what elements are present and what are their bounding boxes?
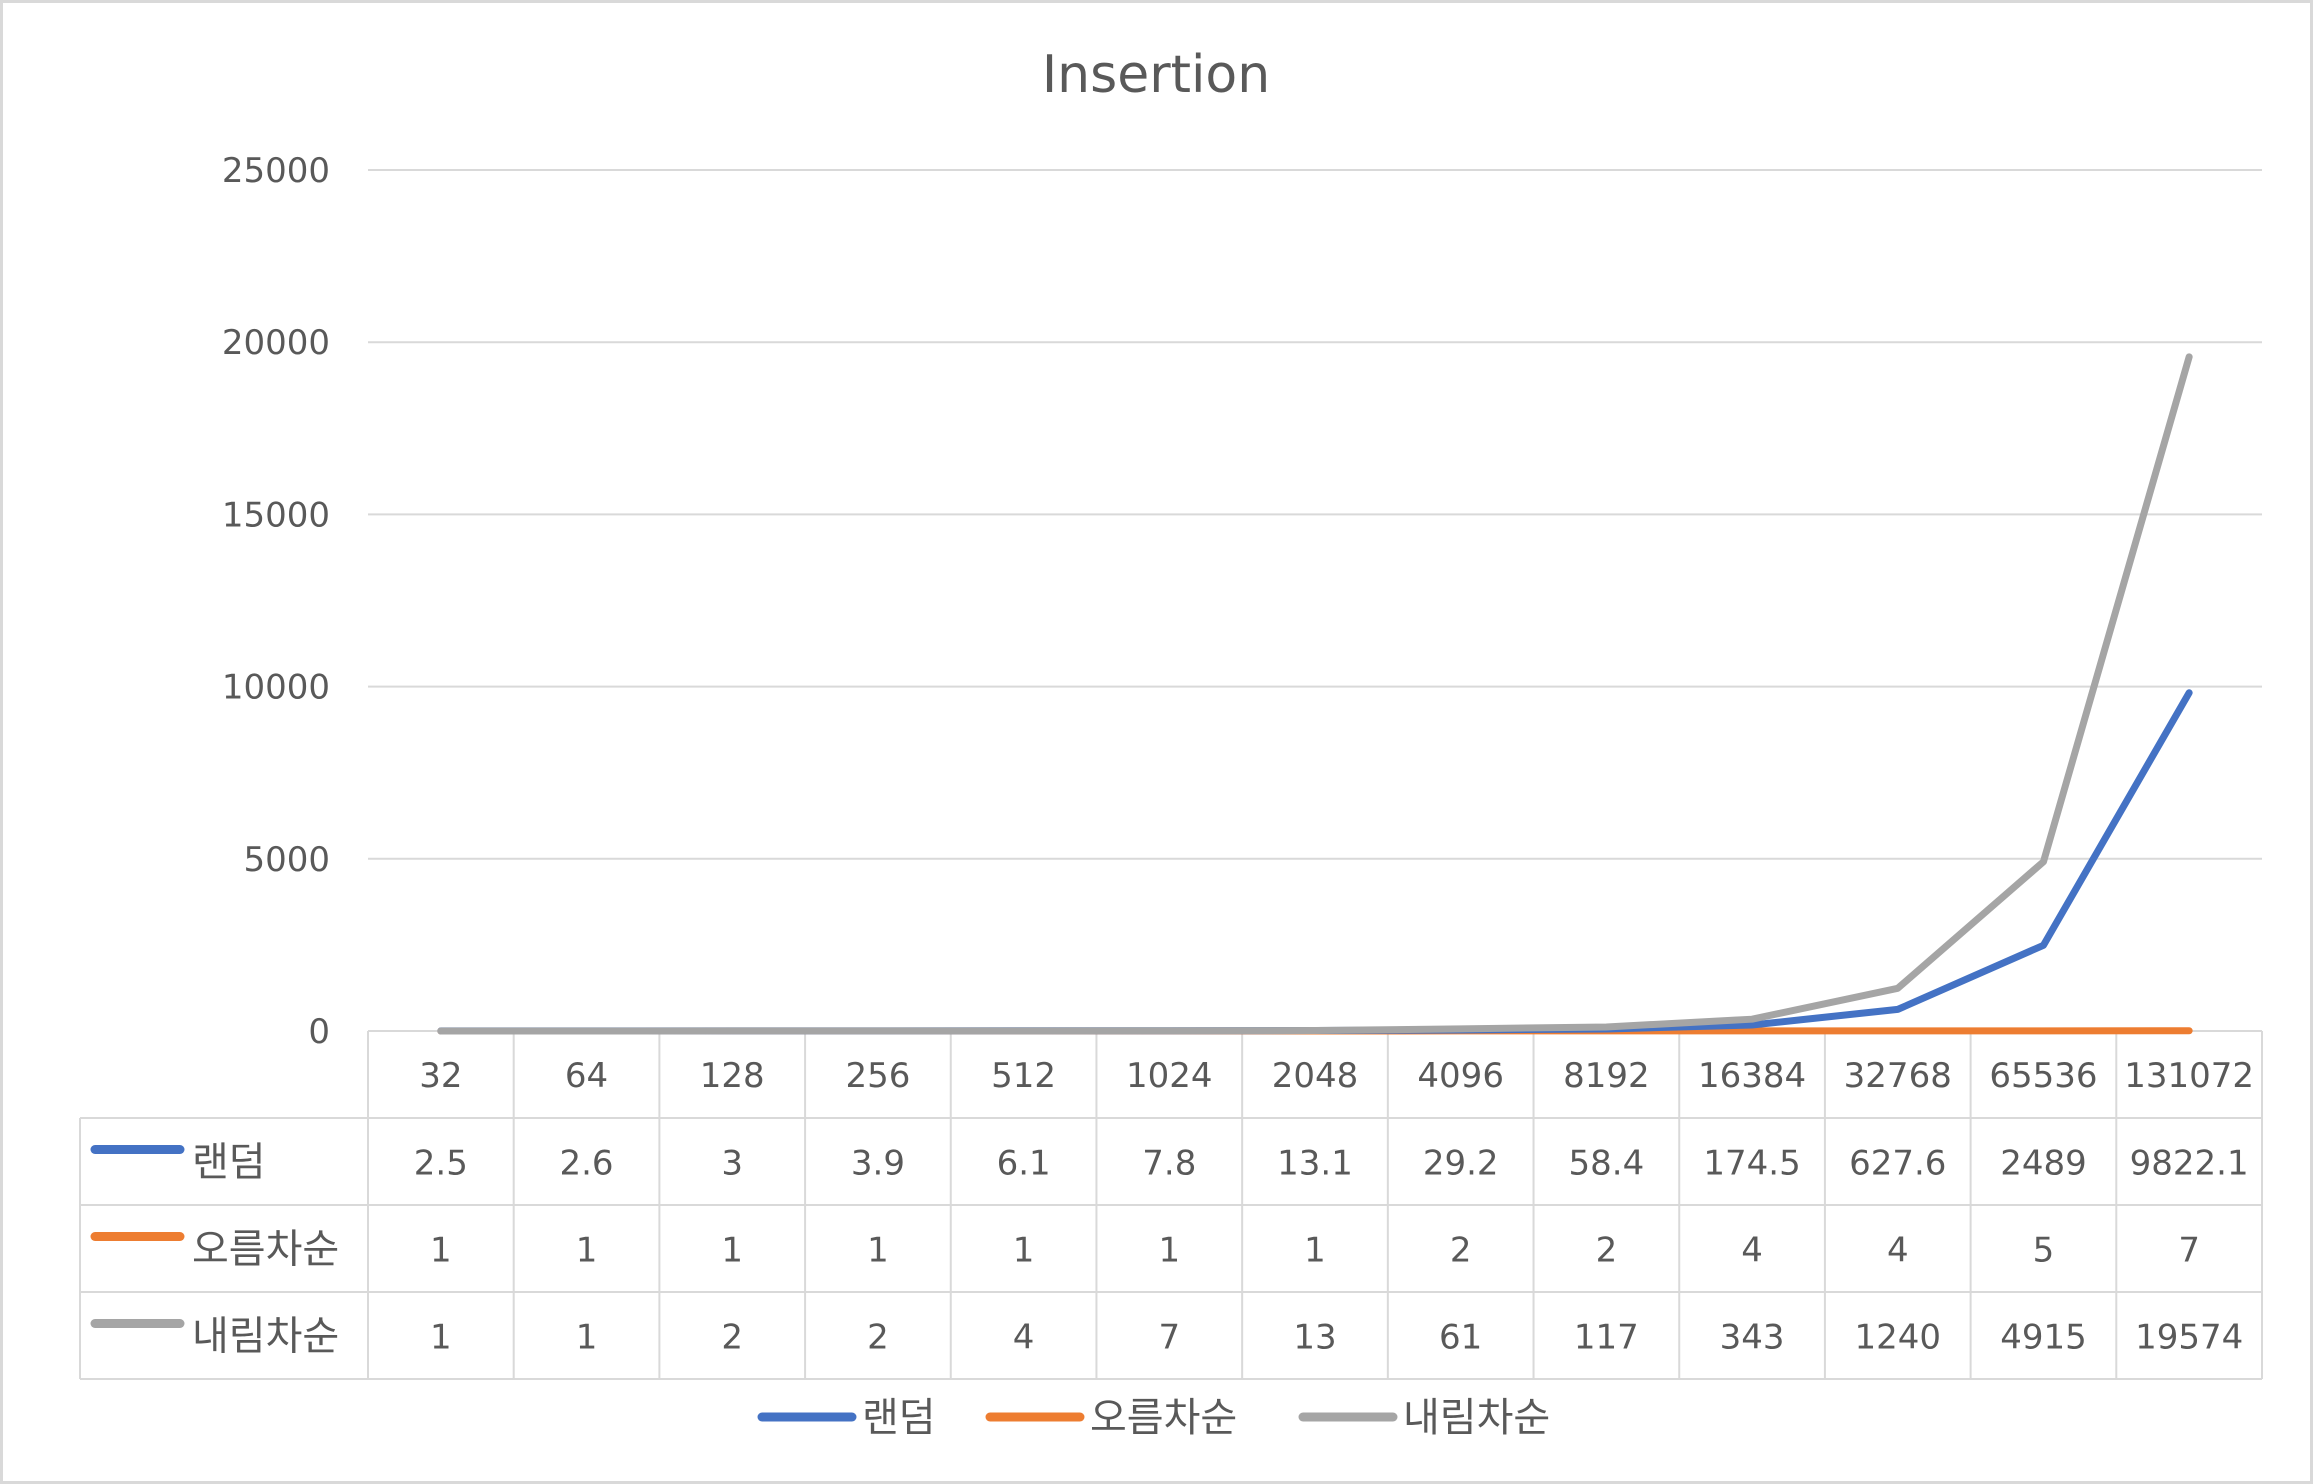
legend: 랜덤 오름차순 내림차순 xyxy=(757,1395,1550,1441)
y-tick-label: 15000 xyxy=(222,495,330,535)
chart-title: Insertion xyxy=(1042,45,1270,105)
series-2-table-value: 1 xyxy=(1304,1231,1326,1271)
series-2-table-value: 1 xyxy=(721,1231,743,1271)
series-3-table-value: 1 xyxy=(576,1318,598,1358)
y-tick-label: 10000 xyxy=(222,668,330,708)
series-1-legend-label: 랜덤 xyxy=(862,1395,936,1441)
data-table: 32 64 128 256 512 1024 2048 4096 8192 16384 32768 6… xyxy=(79,1030,2263,1380)
x-tick-label: 256 xyxy=(845,1056,910,1096)
series-3-table-value: 2 xyxy=(867,1318,889,1358)
series-3-table-value: 1 xyxy=(430,1318,452,1358)
series-1-table-value: 13.1 xyxy=(1277,1144,1353,1184)
series-2-table-value: 4 xyxy=(1887,1231,1909,1271)
y-tick-label: 25000 xyxy=(222,151,330,191)
series-1-table-value: 7.8 xyxy=(1142,1144,1196,1184)
series-2-row-label: 오름차순 xyxy=(192,1227,339,1273)
series-3-row-label: 내림차순 xyxy=(192,1314,339,1360)
series-1-table-value: 58.4 xyxy=(1569,1144,1645,1184)
series-1-table-value: 2489 xyxy=(2000,1144,2087,1184)
series-3-table-value: 4915 xyxy=(2000,1318,2087,1358)
series-1-table-value: 2.5 xyxy=(414,1144,468,1184)
x-tick-label: 512 xyxy=(991,1056,1056,1096)
series-3-table-value: 343 xyxy=(1720,1318,1785,1358)
series-lines xyxy=(437,353,2193,1035)
series-2-table-value: 1 xyxy=(867,1231,889,1271)
series-3-table-value: 4 xyxy=(1013,1318,1035,1358)
series-3-table-value: 7 xyxy=(1158,1318,1180,1358)
x-tick-label: 1024 xyxy=(1126,1056,1213,1096)
series-1-table-value: 29.2 xyxy=(1423,1144,1499,1184)
y-tick-label: 5000 xyxy=(243,840,330,880)
x-tick-label: 2048 xyxy=(1272,1056,1359,1096)
series-2-legend-label: 오름차순 xyxy=(1090,1395,1237,1441)
x-tick-label: 32 xyxy=(419,1056,462,1096)
x-tick-label: 64 xyxy=(565,1056,608,1096)
series-3-table-value: 2 xyxy=(721,1318,743,1358)
x-tick-label: 16384 xyxy=(1698,1056,1806,1096)
series-3-table-value: 1240 xyxy=(1855,1318,1942,1358)
series-1-row-label: 랜덤 xyxy=(192,1140,266,1186)
series-2-table-value: 1 xyxy=(1013,1231,1035,1271)
y-tick-label: 0 xyxy=(308,1012,330,1052)
series-3-table-value: 61 xyxy=(1439,1318,1482,1358)
x-tick-label: 8192 xyxy=(1563,1056,1650,1096)
series-2-table-value: 2 xyxy=(1450,1231,1472,1271)
series-2-table-value: 1 xyxy=(1158,1231,1180,1271)
series-2-table-value: 7 xyxy=(2178,1231,2200,1271)
series-1-table-value: 2.6 xyxy=(559,1144,613,1184)
x-tick-label: 32768 xyxy=(1844,1056,1952,1096)
series-1-table-value: 3 xyxy=(721,1144,743,1184)
series-3-line xyxy=(437,353,2193,1035)
series-2-table-value: 1 xyxy=(576,1231,598,1271)
series-3-table-value: 117 xyxy=(1574,1318,1639,1358)
series-3-legend-label: 내림차순 xyxy=(1403,1395,1550,1441)
series-2-table-value: 5 xyxy=(2033,1231,2055,1271)
x-tick-label: 65536 xyxy=(1989,1056,2097,1096)
series-2-table-value: 1 xyxy=(430,1231,452,1271)
series-1-table-value: 6.1 xyxy=(997,1144,1051,1184)
series-1-table-value: 627.6 xyxy=(1849,1144,1946,1184)
series-2-table-value: 2 xyxy=(1596,1231,1618,1271)
y-axis-tick-labels: 0 5000 10000 15000 20000 25000 xyxy=(222,151,330,1052)
x-tick-label: 128 xyxy=(700,1056,765,1096)
x-tick-label: 4096 xyxy=(1417,1056,1504,1096)
series-1-table-value: 9822.1 xyxy=(2130,1144,2249,1184)
series-1-table-value: 174.5 xyxy=(1703,1144,1800,1184)
series-1-table-value: 3.9 xyxy=(851,1144,905,1184)
y-tick-label: 20000 xyxy=(222,323,330,363)
series-2-table-value: 4 xyxy=(1741,1231,1763,1271)
series-3-table-value: 19574 xyxy=(2135,1318,2243,1358)
x-tick-label: 131072 xyxy=(2124,1056,2254,1096)
series-3-table-value: 13 xyxy=(1293,1318,1336,1358)
